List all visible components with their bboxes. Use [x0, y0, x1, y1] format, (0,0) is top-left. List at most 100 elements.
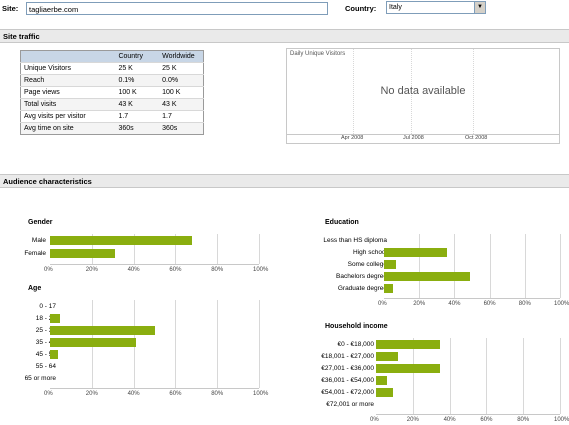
traffic-table: Country Worldwide Unique Visitors 25 K 25 …: [20, 50, 204, 135]
bar: [50, 236, 193, 245]
gridline: [449, 338, 451, 414]
chart-title: Education: [325, 219, 359, 226]
country-value: 25 K: [115, 62, 160, 75]
bar-label: €27,001 - €36,000: [321, 365, 374, 372]
metric-name: Reach: [20, 74, 116, 87]
country-value: 1.7: [115, 110, 160, 123]
bar: [50, 326, 155, 335]
tick-label: 0%: [44, 267, 53, 273]
chart-title: Gender: [28, 219, 53, 226]
tick-label: 60%: [480, 417, 493, 423]
country-value: 43 K: [115, 98, 160, 111]
site-input[interactable]: tagliaerbe.com: [26, 2, 328, 15]
gridline: [560, 338, 561, 414]
gridline: [454, 234, 456, 298]
axis-line: [50, 388, 259, 389]
table-row: Total visits 43 K 43 K: [20, 98, 204, 111]
table-header-country: Country: [115, 50, 160, 63]
bar-label: €18,001 - €27,000: [321, 353, 374, 360]
metric-name: Avg visits per visitor: [20, 110, 116, 123]
gridline: [353, 49, 354, 134]
table-row: Reach 0.1% 0.0%: [20, 74, 204, 87]
metric-name: Total visits: [20, 98, 116, 111]
gridline: [524, 234, 526, 298]
table-row: Avg visits per visitor 1.7 1.7: [20, 110, 204, 123]
bar-label: €36,001 - €54,000: [321, 377, 374, 384]
metric-name: Avg time on site: [20, 122, 116, 135]
audience-heading: Audience characteristics: [0, 174, 569, 188]
site-traffic-heading: Site traffic: [0, 29, 569, 43]
bar-label: Bachelors degree: [336, 273, 387, 280]
tick-label: 100%: [253, 267, 269, 273]
gridline: [560, 234, 561, 298]
tick-label: 40%: [448, 301, 461, 307]
worldwide-value: 100 K: [159, 86, 204, 99]
bar: [376, 340, 441, 349]
chart-title: Household income: [325, 323, 388, 330]
bar-label: Female: [24, 250, 46, 257]
bar-label: 45 - 54: [35, 351, 56, 358]
tick-label: 80%: [211, 267, 224, 273]
tick-label: 20%: [85, 391, 98, 397]
bar: [376, 352, 399, 361]
tick-label: 40%: [127, 391, 140, 397]
tick-label: 100%: [253, 391, 269, 397]
worldwide-value: 43 K: [159, 98, 204, 111]
tick-label: 80%: [518, 301, 531, 307]
gridline: [175, 234, 177, 264]
bar-label: Graduate degree: [337, 285, 387, 292]
bar-label: Male: [31, 237, 46, 244]
table-row: Unique Visitors 25 K 25 K: [20, 62, 204, 75]
chevron-down-icon[interactable]: ▼: [474, 2, 485, 13]
chart-title: Age: [28, 285, 42, 292]
bar: [50, 338, 136, 347]
gridline: [411, 49, 412, 134]
audience-charts: Gender 0% 20% 40% 60% 80% 100% Male Female Age 0% 2…: [0, 194, 569, 425]
country-select[interactable]: Italy ▼: [386, 1, 486, 14]
worldwide-value: 1.7: [159, 110, 204, 123]
tick-label: 20%: [85, 267, 98, 273]
tick-label: 60%: [483, 301, 496, 307]
gridline: [217, 234, 219, 264]
bar: [384, 248, 448, 257]
country-value: 100 K: [115, 86, 160, 99]
table-header-row: Country Worldwide: [20, 50, 204, 63]
metric-name: Unique Visitors: [20, 62, 116, 75]
bar-label: 25 - 34: [35, 327, 56, 334]
bar-label: 0 - 17: [39, 303, 56, 310]
tick-label: Oct 2008: [465, 135, 488, 141]
worldwide-value: 25 K: [159, 62, 204, 75]
tick-label: 100%: [554, 417, 569, 423]
country-label: Country:: [345, 4, 377, 13]
gridline: [523, 338, 525, 414]
bar: [384, 260, 397, 269]
worldwide-value: 0.0%: [159, 74, 204, 87]
chart-axis: [287, 134, 559, 135]
bar-label: High school: [353, 249, 387, 256]
gridline: [259, 300, 260, 388]
gridline: [486, 338, 488, 414]
bar: [384, 284, 393, 293]
no-data-message: No data available: [380, 85, 466, 97]
metric-name: Page views: [20, 86, 116, 99]
tick-label: 60%: [169, 267, 182, 273]
gridline: [175, 300, 177, 388]
gridline: [419, 234, 421, 298]
bar-label: 65 or more: [24, 375, 56, 382]
bar: [376, 364, 441, 373]
bar: [376, 388, 393, 397]
bar: [50, 350, 59, 359]
bar-label: Less than HS diploma: [323, 237, 387, 244]
table-row: Avg time on site 360s 360s: [20, 122, 204, 135]
country-select-value: Italy: [389, 4, 402, 11]
worldwide-value: 360s: [159, 122, 204, 135]
tick-label: 40%: [127, 267, 140, 273]
site-label: Site:: [2, 4, 19, 13]
bar: [384, 272, 471, 281]
bar: [50, 314, 61, 323]
tick-label: 80%: [211, 391, 224, 397]
daily-visitors-chart: Daily Unique Visitors No data available …: [286, 48, 560, 144]
tick-label: 60%: [169, 391, 182, 397]
tick-label: Apr 2008: [341, 135, 364, 141]
bar-label: €54,001 - €72,000: [321, 389, 374, 396]
